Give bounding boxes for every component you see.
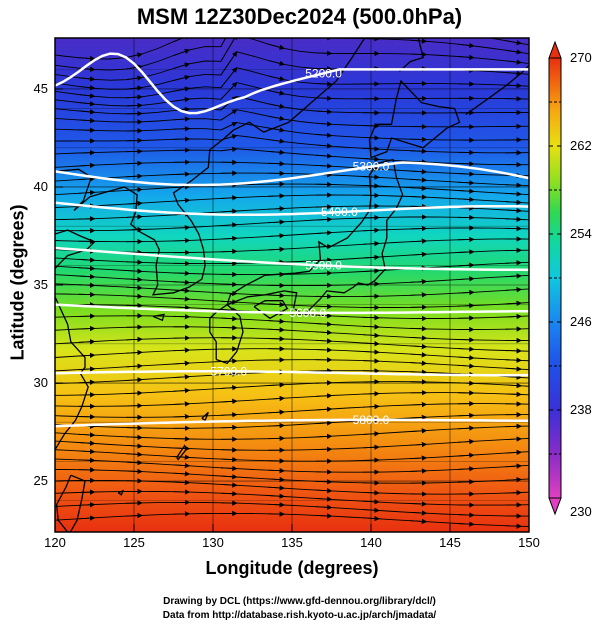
x-tick-label: 150 xyxy=(518,535,540,550)
contour-line xyxy=(55,52,529,115)
contour-line xyxy=(55,370,529,377)
x-tick-label: 140 xyxy=(360,535,382,550)
x-tick-label: 120 xyxy=(44,535,66,550)
contour-label: 5400.0 xyxy=(321,205,358,219)
colorbar-tick-label: 262 xyxy=(570,138,592,153)
contour-label: 5300.0 xyxy=(353,160,390,174)
wind-streamlines xyxy=(55,38,529,529)
y-tick-label: 40 xyxy=(33,178,48,194)
x-tick-label: 125 xyxy=(123,535,145,550)
contour-line xyxy=(55,246,529,272)
colorbar-tick-label: 270 xyxy=(570,50,592,65)
contour-line xyxy=(55,418,529,428)
colorbar-max-arrow xyxy=(548,40,562,59)
x-tick-marks xyxy=(54,524,530,532)
geopotential-contours xyxy=(55,52,529,428)
colorbar-min-arrow xyxy=(548,497,562,516)
contour-label: 5700.0 xyxy=(210,364,247,378)
contour-label: 5500.0 xyxy=(305,259,342,273)
credit-data-source: Data from http://database.rish.kyoto-u.a… xyxy=(162,610,437,621)
y-axis-label: Latitude (degrees) xyxy=(7,204,28,361)
contour-labels: 5200.0 5300.0 5400.0 5500.0 5600.0 5700.0 5800… xyxy=(210,66,389,427)
colorbar-tick-label: 230 xyxy=(570,504,592,519)
y-tick-label: 45 xyxy=(33,80,48,96)
contour-label: 5600.0 xyxy=(289,306,326,320)
contour-line xyxy=(55,303,529,315)
y-tick-marks xyxy=(55,88,63,482)
contour-label: 5800.0 xyxy=(353,413,390,427)
colorbar-tick-label: 254 xyxy=(570,226,592,241)
contour-label: 5200.0 xyxy=(305,66,342,80)
contour-line xyxy=(55,201,529,217)
colorbar-tick-label: 238 xyxy=(570,402,592,417)
x-tick-label: 145 xyxy=(439,535,461,550)
x-tick-label: 130 xyxy=(202,535,224,550)
x-axis-label: Longitude (degrees) xyxy=(205,558,379,578)
credit-drawing: Drawing by DCL (https://www.gfd-dennou.o… xyxy=(163,596,436,607)
y-tick-label: 25 xyxy=(33,473,48,489)
colorbar-tick-label: 246 xyxy=(570,314,592,329)
chart-title: MSM 12Z30Dec2024 (500.0hPa) xyxy=(136,4,463,29)
y-tick-label: 30 xyxy=(33,375,48,391)
colorbar xyxy=(548,40,562,516)
contour-line xyxy=(55,161,529,187)
y-tick-label: 35 xyxy=(33,277,48,292)
x-tick-label: 135 xyxy=(281,535,303,550)
